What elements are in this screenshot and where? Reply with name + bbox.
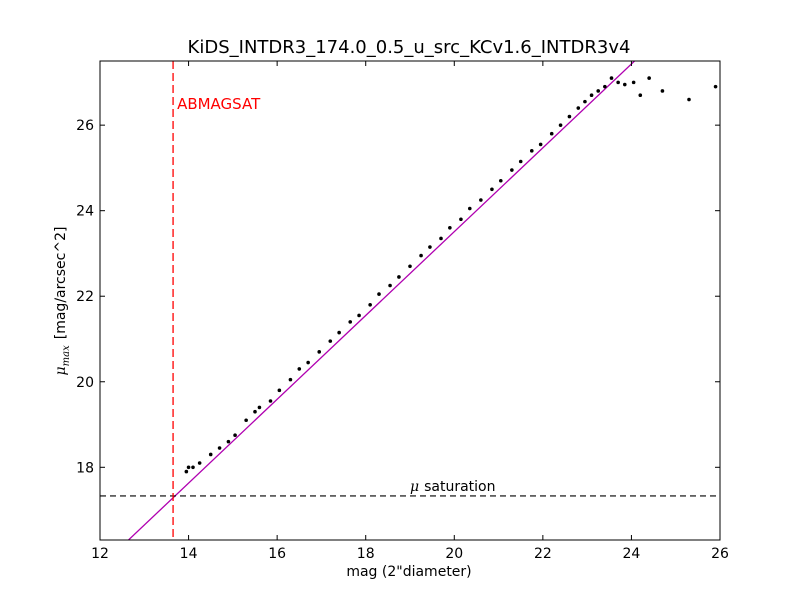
abmagsat-label: ABMAGSAT <box>177 95 261 113</box>
data-point <box>184 469 189 474</box>
data-point <box>518 159 523 164</box>
y-axis-label-subscript: max <box>61 345 72 366</box>
data-point <box>609 76 614 80</box>
data-point <box>191 465 195 470</box>
data-point <box>616 80 620 85</box>
data-point <box>558 123 563 127</box>
data-point <box>368 302 372 307</box>
data-point <box>253 409 257 414</box>
data-point <box>622 82 627 87</box>
data-point <box>631 80 636 85</box>
x-tick-label: 16 <box>268 546 286 562</box>
data-point <box>408 264 412 269</box>
data-point <box>589 93 594 98</box>
data-point <box>226 439 231 444</box>
data-point <box>467 206 472 211</box>
mu-saturation-label: μ saturation <box>410 479 496 495</box>
y-tick-label: 26 <box>76 118 94 134</box>
y-tick-label: 22 <box>76 289 94 305</box>
data-point <box>448 225 452 230</box>
data-point <box>328 339 333 343</box>
data-point <box>233 433 237 438</box>
y-axis-label-symbol: μ <box>53 366 69 375</box>
data-point <box>306 360 310 365</box>
data-point <box>377 292 381 296</box>
data-point <box>208 452 213 457</box>
fit-line <box>127 61 636 540</box>
data-point <box>419 253 423 258</box>
data-point <box>244 418 248 423</box>
plot-layer <box>100 61 720 540</box>
data-point <box>687 97 691 102</box>
data-point <box>638 93 643 98</box>
data-point <box>388 283 392 288</box>
data-point <box>317 350 322 354</box>
data-point <box>186 465 191 470</box>
data-point <box>297 367 302 371</box>
x-tick-label: 24 <box>623 546 641 562</box>
data-point <box>268 399 273 403</box>
plot-frame <box>99 60 721 541</box>
data-point <box>538 142 543 147</box>
text-layer: KiDS_INTDR3_174.0_0.5_u_src_KCv1.6_INTDR… <box>53 37 729 580</box>
data-point <box>529 149 534 153</box>
data-point <box>479 198 483 202</box>
data-point <box>257 405 262 410</box>
data-point <box>660 89 665 93</box>
x-tick-label: 18 <box>357 546 375 562</box>
data-point <box>603 84 607 89</box>
data-point <box>348 320 353 324</box>
data-point <box>197 461 202 465</box>
x-tick-label: 12 <box>91 546 109 562</box>
y-tick-label: 24 <box>76 204 94 220</box>
x-tick-label: 26 <box>711 546 729 562</box>
data-point <box>596 89 601 93</box>
y-axis-label-units: [mag/arcsec^2] <box>53 227 69 340</box>
data-point <box>217 446 222 450</box>
x-tick-label: 22 <box>534 546 552 562</box>
data-point <box>567 114 572 119</box>
data-point <box>713 84 718 89</box>
x-tick-label: 20 <box>445 546 463 562</box>
x-axis-label: mag (2"diameter) <box>346 564 471 580</box>
data-point <box>647 76 651 80</box>
data-point <box>337 330 341 335</box>
mu-saturation-text: saturation <box>424 479 495 495</box>
data-point <box>428 245 432 249</box>
frame-layer <box>99 60 721 541</box>
data-point <box>490 187 494 192</box>
data-point <box>439 236 443 241</box>
data-point <box>277 388 282 393</box>
data-point <box>583 99 587 104</box>
data-point <box>459 217 463 222</box>
data-point <box>397 275 401 279</box>
data-point <box>357 313 361 318</box>
mu-saturation-symbol: μ <box>410 479 419 495</box>
data-point <box>510 168 514 172</box>
data-point <box>498 178 503 183</box>
chart-title: KiDS_INTDR3_174.0_0.5_u_src_KCv1.6_INTDR… <box>188 37 631 58</box>
data-point <box>576 106 581 110</box>
ticks-layer <box>99 61 721 540</box>
data-point <box>549 131 554 136</box>
y-tick-label: 20 <box>76 375 94 391</box>
y-tick-label: 18 <box>76 460 94 476</box>
data-point <box>288 377 293 382</box>
y-axis-label: μmax [mag/arcsec^2] <box>53 227 72 376</box>
x-tick-label: 14 <box>180 546 198 562</box>
